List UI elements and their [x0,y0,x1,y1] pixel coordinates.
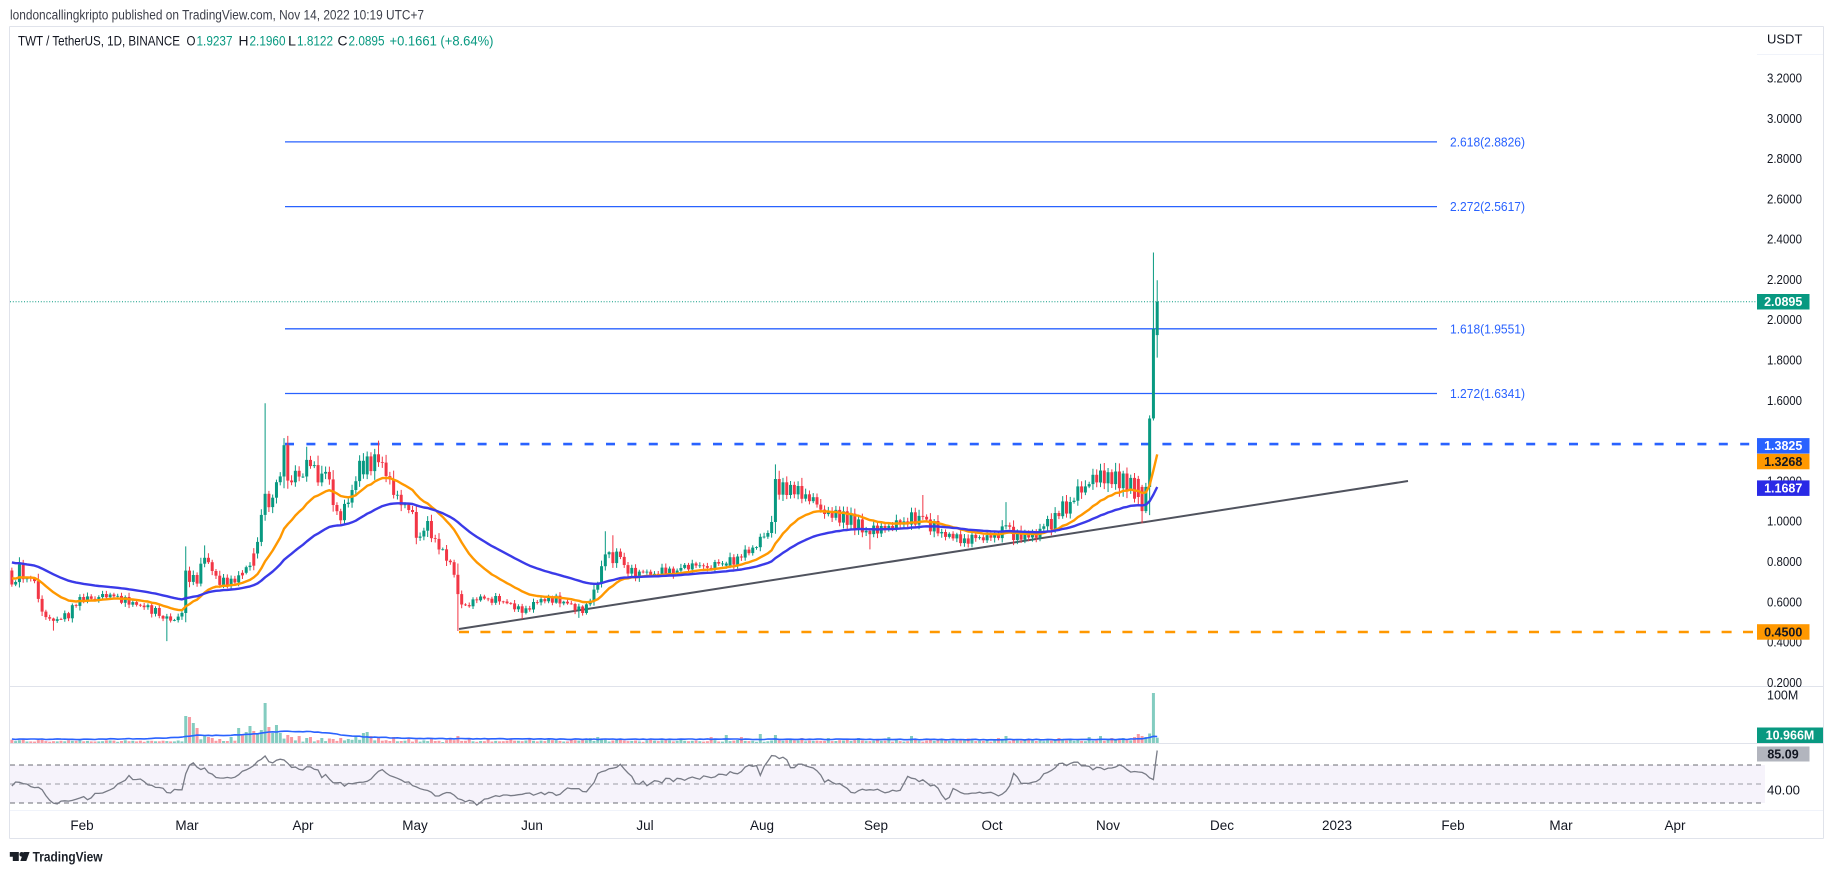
svg-text:+0.1661 (+8.64%): +0.1661 (+8.64%) [390,34,494,49]
svg-text:TradingView: TradingView [33,849,103,864]
svg-text:1.1687: 1.1687 [1764,482,1802,496]
svg-text:Mar: Mar [175,818,199,833]
svg-text:Jun: Jun [521,818,543,833]
svg-text:Nov: Nov [1096,818,1120,833]
svg-text:2023: 2023 [1322,818,1352,833]
svg-text:1.3825: 1.3825 [1764,439,1802,453]
svg-text:Jul: Jul [636,818,653,833]
svg-text:2.0895: 2.0895 [349,34,385,49]
svg-text:2.1960: 2.1960 [250,34,286,49]
svg-text:3.2000: 3.2000 [1767,72,1802,86]
svg-text:1.8122: 1.8122 [297,34,333,49]
svg-text:85.09: 85.09 [1767,747,1798,761]
svg-text:Aug: Aug [750,818,774,833]
svg-text:40.00: 40.00 [1767,784,1800,798]
svg-text:2.6000: 2.6000 [1767,192,1802,206]
svg-text:May: May [402,818,428,833]
svg-text:1.0000: 1.0000 [1767,515,1802,529]
svg-text:Sep: Sep [864,818,888,833]
svg-text:Apr: Apr [1664,818,1686,833]
svg-text:Oct: Oct [981,818,1002,833]
svg-text:1.9237: 1.9237 [197,34,233,49]
svg-text:1.618(1.9551): 1.618(1.9551) [1450,322,1525,336]
svg-text:USDT: USDT [1767,32,1802,47]
svg-text:Dec: Dec [1210,818,1234,833]
svg-text:2.4000: 2.4000 [1767,233,1802,247]
svg-text:1.6000: 1.6000 [1767,394,1802,408]
svg-text:0.2000: 0.2000 [1767,676,1802,690]
svg-text:C: C [338,34,348,49]
svg-text:londoncallingkripto published: londoncallingkripto published on Trading… [10,8,424,23]
svg-text:3.0000: 3.0000 [1767,112,1802,126]
svg-text:1.3268: 1.3268 [1764,455,1802,469]
svg-text:2.272(2.5617): 2.272(2.5617) [1450,200,1525,214]
svg-text:2.8000: 2.8000 [1767,152,1802,166]
svg-text:O: O [187,34,196,49]
svg-text:Feb: Feb [70,818,93,833]
svg-text:Mar: Mar [1549,818,1573,833]
svg-text:L: L [288,34,297,49]
svg-text:0.4500: 0.4500 [1764,625,1802,639]
svg-text:10.966M: 10.966M [1766,729,1815,743]
svg-text:0.6000: 0.6000 [1767,595,1802,609]
svg-text:Apr: Apr [292,818,314,833]
svg-text:1.8000: 1.8000 [1767,354,1802,368]
svg-text:H: H [239,34,249,49]
svg-text:2.618(2.8826): 2.618(2.8826) [1450,135,1525,149]
svg-text:Feb: Feb [1441,818,1464,833]
svg-text:1.272(1.6341): 1.272(1.6341) [1450,387,1525,401]
svg-text:0.8000: 0.8000 [1767,555,1802,569]
svg-text:2.0000: 2.0000 [1767,313,1802,327]
svg-text:100M: 100M [1767,689,1798,703]
svg-text:2.0895: 2.0895 [1764,295,1802,309]
svg-text:TWT / TetherUS, 1D, BINANCE: TWT / TetherUS, 1D, BINANCE [18,34,180,49]
svg-text:2.2000: 2.2000 [1767,273,1802,287]
